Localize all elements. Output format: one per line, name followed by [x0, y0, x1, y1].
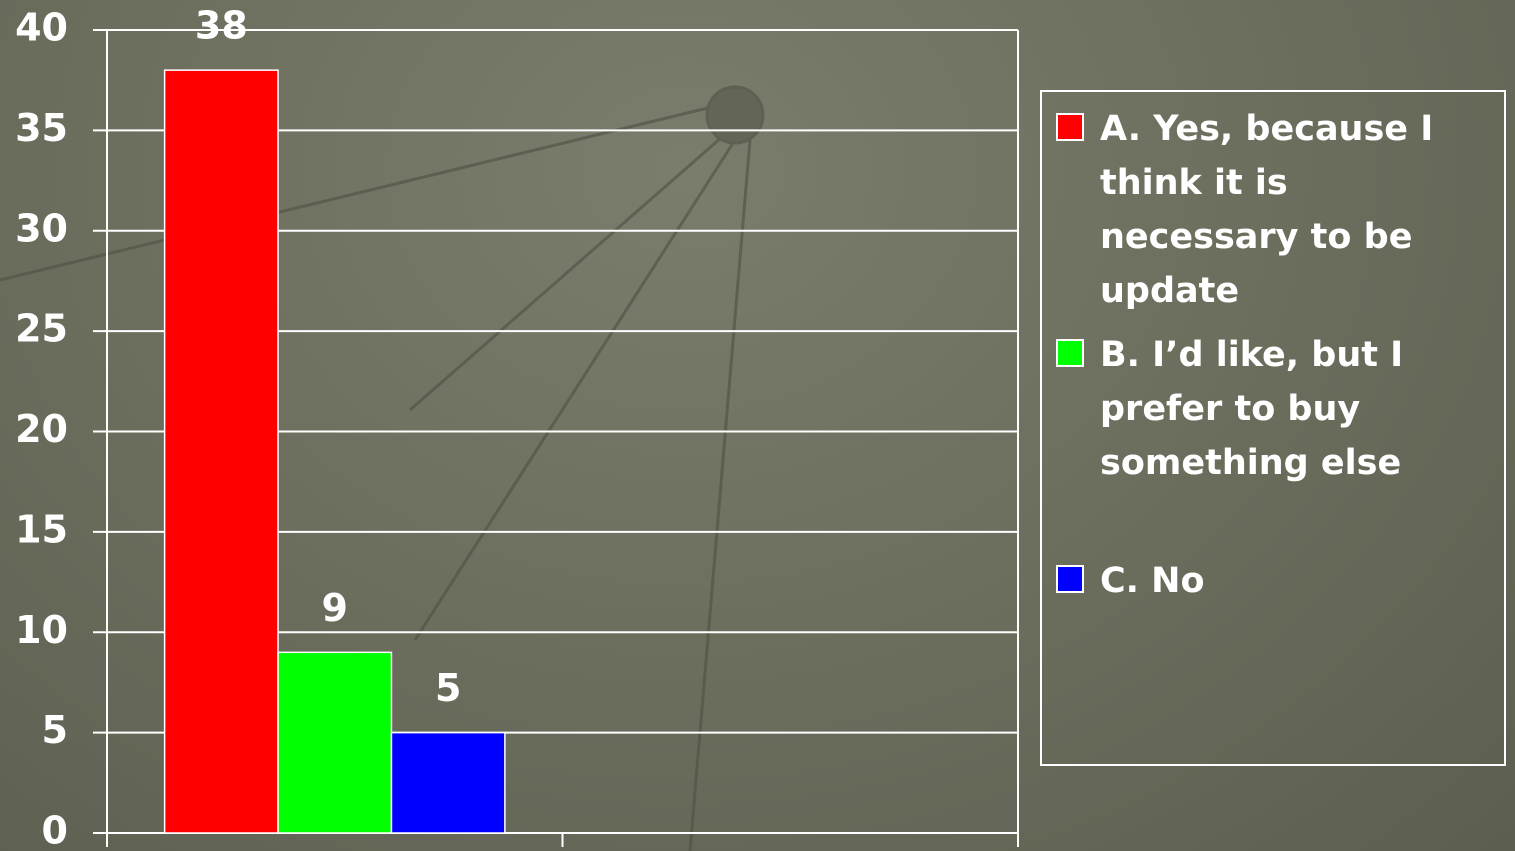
y-tick-label: 15	[15, 507, 68, 551]
data-label: 5	[435, 666, 461, 710]
y-tick-label: 10	[15, 608, 68, 652]
y-tick-label: 35	[15, 106, 68, 150]
y-tick-label: 30	[15, 206, 68, 250]
bar	[390, 731, 506, 834]
y-tick-label: 40	[15, 6, 68, 50]
legend: A. Yes, because I think it is necessary …	[1040, 90, 1506, 766]
bar	[163, 69, 279, 834]
legend-label: C. No	[1100, 561, 1205, 601]
y-tick-label: 20	[15, 407, 68, 451]
legend-swatch	[1056, 339, 1084, 367]
legend-item: B. I’d like, but I prefer to buy somethi…	[1056, 328, 1496, 490]
legend-label: A. Yes, because I think it is necessary …	[1100, 109, 1434, 311]
data-label: 9	[322, 586, 348, 630]
bar	[277, 651, 393, 834]
y-tick-label: 25	[15, 307, 68, 351]
legend-item: A. Yes, because I think it is necessary …	[1056, 102, 1496, 318]
y-tick-label: 0	[42, 809, 68, 851]
legend-swatch	[1056, 565, 1084, 593]
legend-swatch	[1056, 113, 1084, 141]
legend-label: B. I’d like, but I prefer to buy somethi…	[1100, 335, 1404, 483]
data-label: 38	[195, 4, 248, 48]
legend-item: C. No	[1056, 554, 1496, 608]
y-tick-label: 5	[42, 708, 68, 752]
